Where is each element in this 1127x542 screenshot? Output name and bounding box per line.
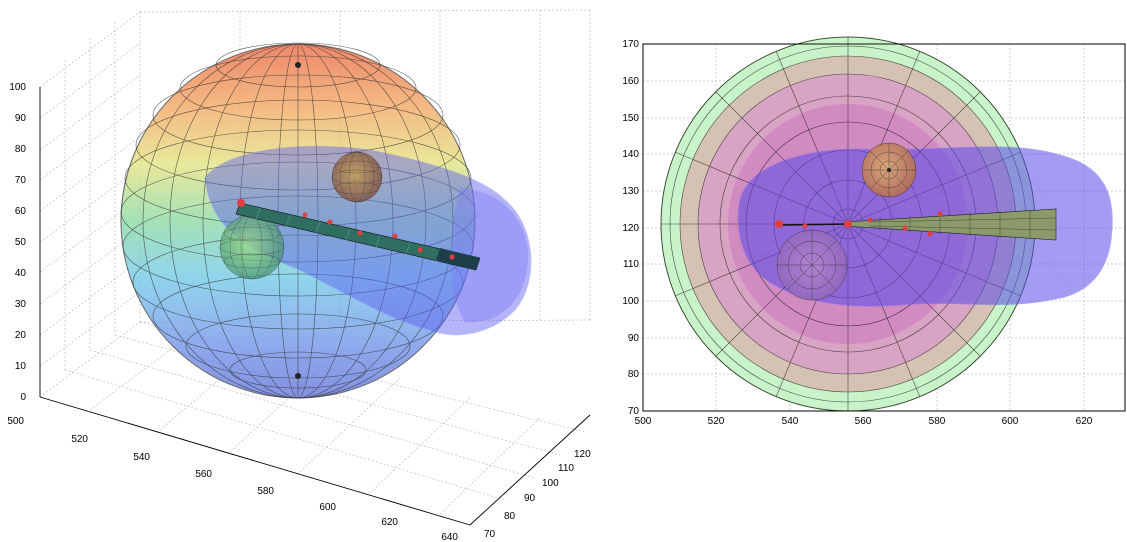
- left-z-tick: 20: [15, 330, 27, 341]
- left-z-tick: 30: [15, 299, 27, 310]
- left-z-tick: 100: [9, 82, 26, 93]
- right-x-tick: 520: [708, 416, 725, 427]
- left-x-tick: 540: [133, 452, 150, 463]
- left-x-tick: 520: [71, 434, 88, 445]
- left-z-tick: 60: [15, 206, 27, 217]
- right-x-tick: 500: [635, 416, 652, 427]
- left-x-axis-ticks: 500 520 540 560 580 600 620 640: [7, 416, 458, 542]
- right-x-tick: 600: [1002, 416, 1019, 427]
- right-y-tick: 130: [622, 186, 639, 197]
- left-3d-plot: 0 10 20 30 40 50 60 70 80 90 100 500 520…: [7, 9, 591, 542]
- right-y-tick: 70: [628, 406, 640, 417]
- left-y-tick: 110: [558, 463, 574, 474]
- right-electrode-strip: [775, 208, 1057, 241]
- right-x-tick: 620: [1076, 416, 1093, 427]
- right-y-tick: 120: [622, 223, 639, 234]
- right-small-sphere-orange: [861, 142, 917, 198]
- left-x-tick: 580: [257, 486, 274, 497]
- right-y-tick: 100: [622, 296, 639, 307]
- right-y-tick: 150: [622, 113, 639, 124]
- left-z-tick: 10: [15, 361, 27, 372]
- left-z-tick: 40: [15, 268, 27, 279]
- left-small-sphere-brown: [331, 151, 383, 203]
- right-x-tick: 540: [782, 416, 799, 427]
- left-contact-points: [237, 199, 455, 260]
- left-x-tick: 640: [441, 532, 458, 542]
- right-contact-points: [775, 211, 943, 237]
- right-y-tick: 170: [622, 39, 639, 50]
- left-y-axis-ticks: 70 80 90 100 110 120: [484, 449, 591, 540]
- right-x-tick: 580: [929, 416, 946, 427]
- right-y-tick: 90: [628, 333, 640, 344]
- left-x-tick: 620: [381, 517, 398, 528]
- left-z-axis-ticks: 0 10 20 30 40 50 60 70 80 90 100: [9, 82, 26, 403]
- left-electrode-strip: [235, 199, 481, 271]
- right-y-tick: 80: [628, 369, 640, 380]
- left-z-tick: 80: [15, 144, 27, 155]
- right-y-axis-ticks: 70 80 90 100 110 120 130 140 150 160 170: [622, 39, 639, 417]
- left-z-tick: 50: [15, 237, 27, 248]
- left-y-tick: 70: [484, 529, 496, 540]
- right-x-tick: 560: [855, 416, 872, 427]
- right-y-tick: 110: [623, 259, 639, 270]
- left-x-tick: 600: [319, 502, 336, 513]
- right-2d-plot: 70 80 90 100 110 120 130 140 150 160 170…: [622, 36, 1126, 427]
- left-y-tick: 80: [504, 511, 516, 522]
- left-y-tick: 120: [574, 449, 591, 460]
- left-y-tick: 90: [524, 493, 536, 504]
- right-y-tick: 140: [622, 149, 639, 160]
- left-axes: [39, 87, 591, 526]
- left-z-tick: 0: [20, 392, 26, 403]
- left-z-tick: 90: [15, 113, 27, 124]
- left-z-tick: 70: [15, 175, 27, 186]
- left-x-tick: 500: [7, 416, 24, 427]
- left-x-tick: 560: [195, 469, 212, 480]
- left-small-sphere-green: [219, 214, 285, 280]
- left-y-tick: 100: [542, 478, 559, 489]
- right-small-sphere-purple: [776, 229, 848, 301]
- right-x-axis-ticks: 500 520 540 560 580 600 620: [635, 416, 1093, 427]
- right-y-tick: 160: [622, 76, 639, 87]
